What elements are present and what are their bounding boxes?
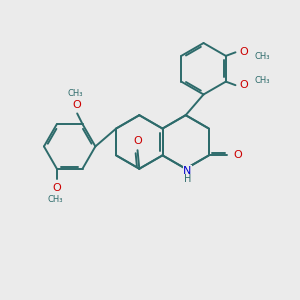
Text: CH₃: CH₃ xyxy=(47,195,63,204)
Text: O: O xyxy=(52,183,61,193)
Text: O: O xyxy=(233,150,242,161)
Text: O: O xyxy=(239,47,248,57)
Text: O: O xyxy=(73,100,82,110)
Text: O: O xyxy=(239,80,248,90)
Text: N: N xyxy=(183,166,192,176)
Text: CH₃: CH₃ xyxy=(254,52,270,62)
Text: CH₃: CH₃ xyxy=(68,88,83,98)
Text: H: H xyxy=(184,175,191,184)
Text: O: O xyxy=(133,136,142,146)
Text: CH₃: CH₃ xyxy=(254,76,270,85)
